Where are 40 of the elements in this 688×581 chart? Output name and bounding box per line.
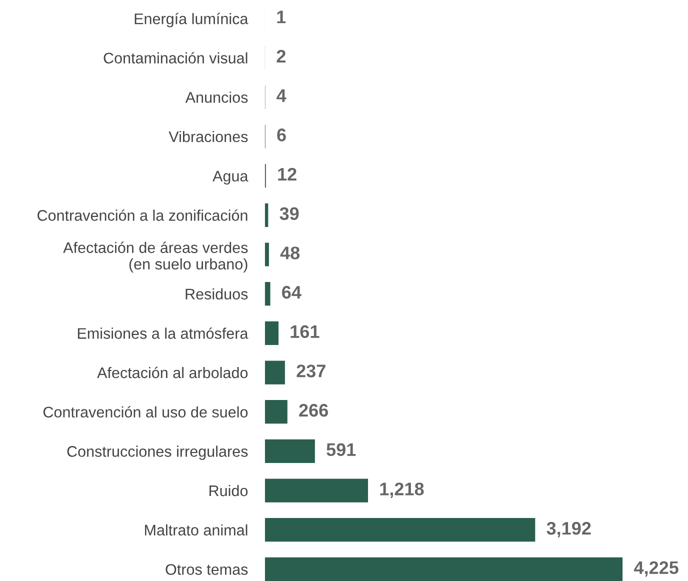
y-tick-label: Otros temas [166, 564, 248, 575]
data-label: 591 [326, 443, 356, 456]
data-label: 161 [290, 325, 320, 338]
data-label: 4 [276, 89, 286, 102]
data-label: 1,218 [380, 482, 424, 498]
data-label: 48 [280, 246, 300, 260]
bar [264, 242, 269, 266]
y-tick-label: Ruido [210, 484, 248, 496]
bar [264, 518, 536, 542]
data-label: 237 [296, 364, 326, 378]
data-label: 266 [299, 404, 328, 417]
y-tick-label: Construcciones irregulares [67, 446, 248, 460]
y-tick-label: Maltrato animal [145, 524, 248, 536]
y-tick-label: Afectación de áreas verdes (en suelo urbano) [63, 242, 248, 273]
y-tick-label: Energía lumínica [134, 12, 248, 28]
y-tick-label: Residuos [186, 288, 248, 300]
y-tick-label: Contravención al uso de suelo [43, 406, 248, 418]
data-label: 64 [282, 286, 302, 299]
data-label: 4,225 [634, 561, 678, 577]
bar [264, 478, 368, 502]
data-label: 6 [277, 128, 286, 142]
y-tick-label: Vibraciones [168, 130, 248, 142]
y-tick-label: Afectación al arbolado [97, 366, 248, 378]
data-label: 39 [280, 207, 299, 220]
bar [264, 203, 268, 227]
y-tick-label: Contaminación visual [104, 52, 248, 64]
bar [264, 557, 623, 581]
data-label: 3,192 [546, 522, 591, 538]
data-label: 2 [276, 50, 286, 62]
data-label: 1 [277, 10, 286, 24]
y-tick-label: Contravención a la zonificación [38, 209, 248, 221]
bar [264, 282, 270, 306]
bar [264, 400, 288, 424]
bar [264, 360, 285, 384]
y-tick-label: Agua [212, 170, 248, 185]
data-label: 12 [278, 168, 296, 181]
bar [264, 321, 279, 345]
bar [264, 439, 315, 463]
y-tick-label: Emisiones a la atmósfera [78, 327, 248, 339]
y-tick-label: Anuncios [185, 92, 248, 103]
